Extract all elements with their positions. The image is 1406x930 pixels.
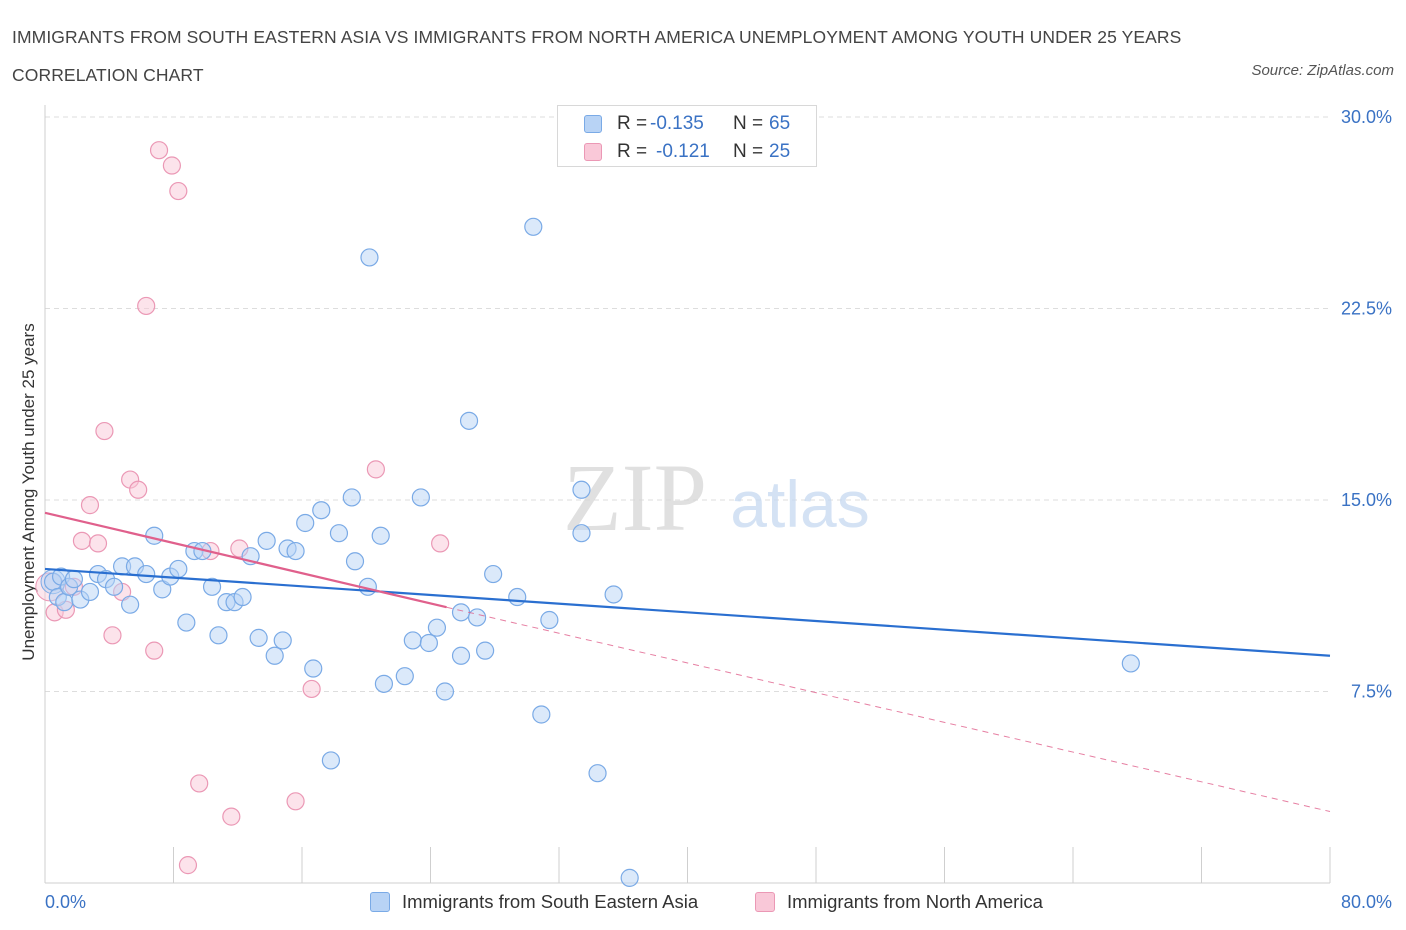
series1-point-48 <box>419 633 438 653</box>
source-label: Source: ZipAtlas.com <box>1251 62 1394 79</box>
series1-point-59 <box>532 705 551 724</box>
series1-point-65 <box>620 868 639 887</box>
series2-point-13 <box>149 141 169 160</box>
series2-point-3 <box>72 531 92 550</box>
series1-point-23 <box>209 626 228 645</box>
series1-point-35 <box>304 659 323 678</box>
series2-point-17 <box>190 774 209 793</box>
series1-point-19 <box>177 613 196 632</box>
y-axis-title: Unemployment Among Youth under 25 years <box>19 323 38 660</box>
series1-point-50 <box>435 682 455 701</box>
y-tick-label-0: 7.5% <box>1351 682 1392 702</box>
series1-point-22 <box>202 577 222 596</box>
series1-point-66 <box>1121 654 1140 673</box>
series1-point-10 <box>104 577 124 596</box>
x-tick-label-min: 0.0% <box>45 892 86 912</box>
series1-point-46 <box>403 631 422 650</box>
bottom-legend-swatch-series1 <box>370 892 390 912</box>
series2-point-11 <box>137 296 156 316</box>
series1-point-43 <box>371 526 390 545</box>
series2-point-19 <box>222 807 241 826</box>
series1-point-12 <box>121 595 140 614</box>
series1-point-7 <box>80 582 100 602</box>
series1-point-34 <box>296 513 315 533</box>
legend-n-label: N = <box>733 113 764 134</box>
series1-point-38 <box>329 524 349 543</box>
series1-point-31 <box>273 631 292 650</box>
watermark-atlas: atlas <box>730 467 869 541</box>
series1-point-58 <box>524 217 543 236</box>
series1-point-61 <box>572 524 591 543</box>
series1-point-33 <box>286 541 305 561</box>
series1-point-56 <box>484 564 503 584</box>
series1-point-40 <box>345 552 365 571</box>
series1-point-63 <box>588 764 607 783</box>
series2-point-22 <box>302 679 321 699</box>
series1-point-53 <box>459 411 479 430</box>
legend-n-value-series1: 65 <box>769 113 791 134</box>
series1-point-14 <box>137 564 156 584</box>
series2-trendline <box>44 511 447 609</box>
bottom-legend-swatch-series2 <box>755 892 775 912</box>
correlation-legend: R = -0.135 N = 65 R = -0.121 N = 25 <box>557 105 817 167</box>
series1-point-47 <box>411 488 430 507</box>
series2-point-6 <box>95 421 114 441</box>
series2-point-12 <box>145 641 164 660</box>
series1-point-44 <box>374 674 394 693</box>
series1-point-39 <box>342 488 361 507</box>
legend-r-label: R = <box>617 141 648 162</box>
series1-point-55 <box>476 641 495 660</box>
series1-point-5 <box>64 570 84 589</box>
series1-point-30 <box>265 646 284 665</box>
legend-swatch-series1 <box>584 115 602 133</box>
series1-point-52 <box>451 646 471 665</box>
series2-point-24 <box>431 534 450 553</box>
series2-point-7 <box>103 626 122 645</box>
bottom-legend-label-series1: Immigrants from South Eastern Asia <box>402 891 699 912</box>
series1-point-29 <box>257 531 276 550</box>
series2-trendline-extension <box>446 606 1331 812</box>
series1-point-57 <box>508 587 527 607</box>
legend-r-label: R = <box>617 113 648 134</box>
series2-point-10 <box>129 480 148 499</box>
series1-point-15 <box>145 526 164 545</box>
x-tick-label-max: 80.0% <box>1341 892 1392 912</box>
series1-point-3 <box>55 593 74 612</box>
series1-point-26 <box>233 587 252 607</box>
series1-point-37 <box>321 751 341 770</box>
legend-n-value-series2: 25 <box>769 141 791 162</box>
chart-title: IMMIGRANTS FROM SOUTH EASTERN ASIA VS IM… <box>12 27 1182 85</box>
legend-n-label: N = <box>733 141 764 162</box>
series2-point-21 <box>286 792 305 811</box>
series2-point-14 <box>162 156 181 175</box>
series2-point-16 <box>178 856 198 875</box>
y-tick-label-1: 15.0% <box>1341 490 1392 510</box>
series1-point-36 <box>312 501 331 520</box>
series2-point-4 <box>80 496 100 515</box>
legend-r-value-series1: -0.135 <box>650 113 704 134</box>
series1-point-62 <box>572 480 591 499</box>
legend-r-value-series2: -0.121 <box>656 141 710 162</box>
series1-point-60 <box>540 610 559 630</box>
series1-point-28 <box>249 628 268 647</box>
series2-point-15 <box>169 181 188 201</box>
series1-trendline <box>44 567 1331 657</box>
series1-point-64 <box>604 585 623 604</box>
series1-point-49 <box>427 618 447 637</box>
y-tick-label-2: 22.5% <box>1341 299 1392 319</box>
series1-point-54 <box>467 608 487 627</box>
series1-point-51 <box>451 603 471 622</box>
series1-point-42 <box>360 248 379 267</box>
series1-point-18 <box>169 559 188 579</box>
series2-point-5 <box>88 534 108 553</box>
bottom-legend-label-series2: Immigrants from North America <box>787 891 1043 912</box>
y-tick-label-3: 30.0% <box>1341 107 1392 127</box>
series2-point-23 <box>366 460 385 479</box>
legend-swatch-series2 <box>584 143 602 161</box>
series1-point-45 <box>395 667 414 686</box>
